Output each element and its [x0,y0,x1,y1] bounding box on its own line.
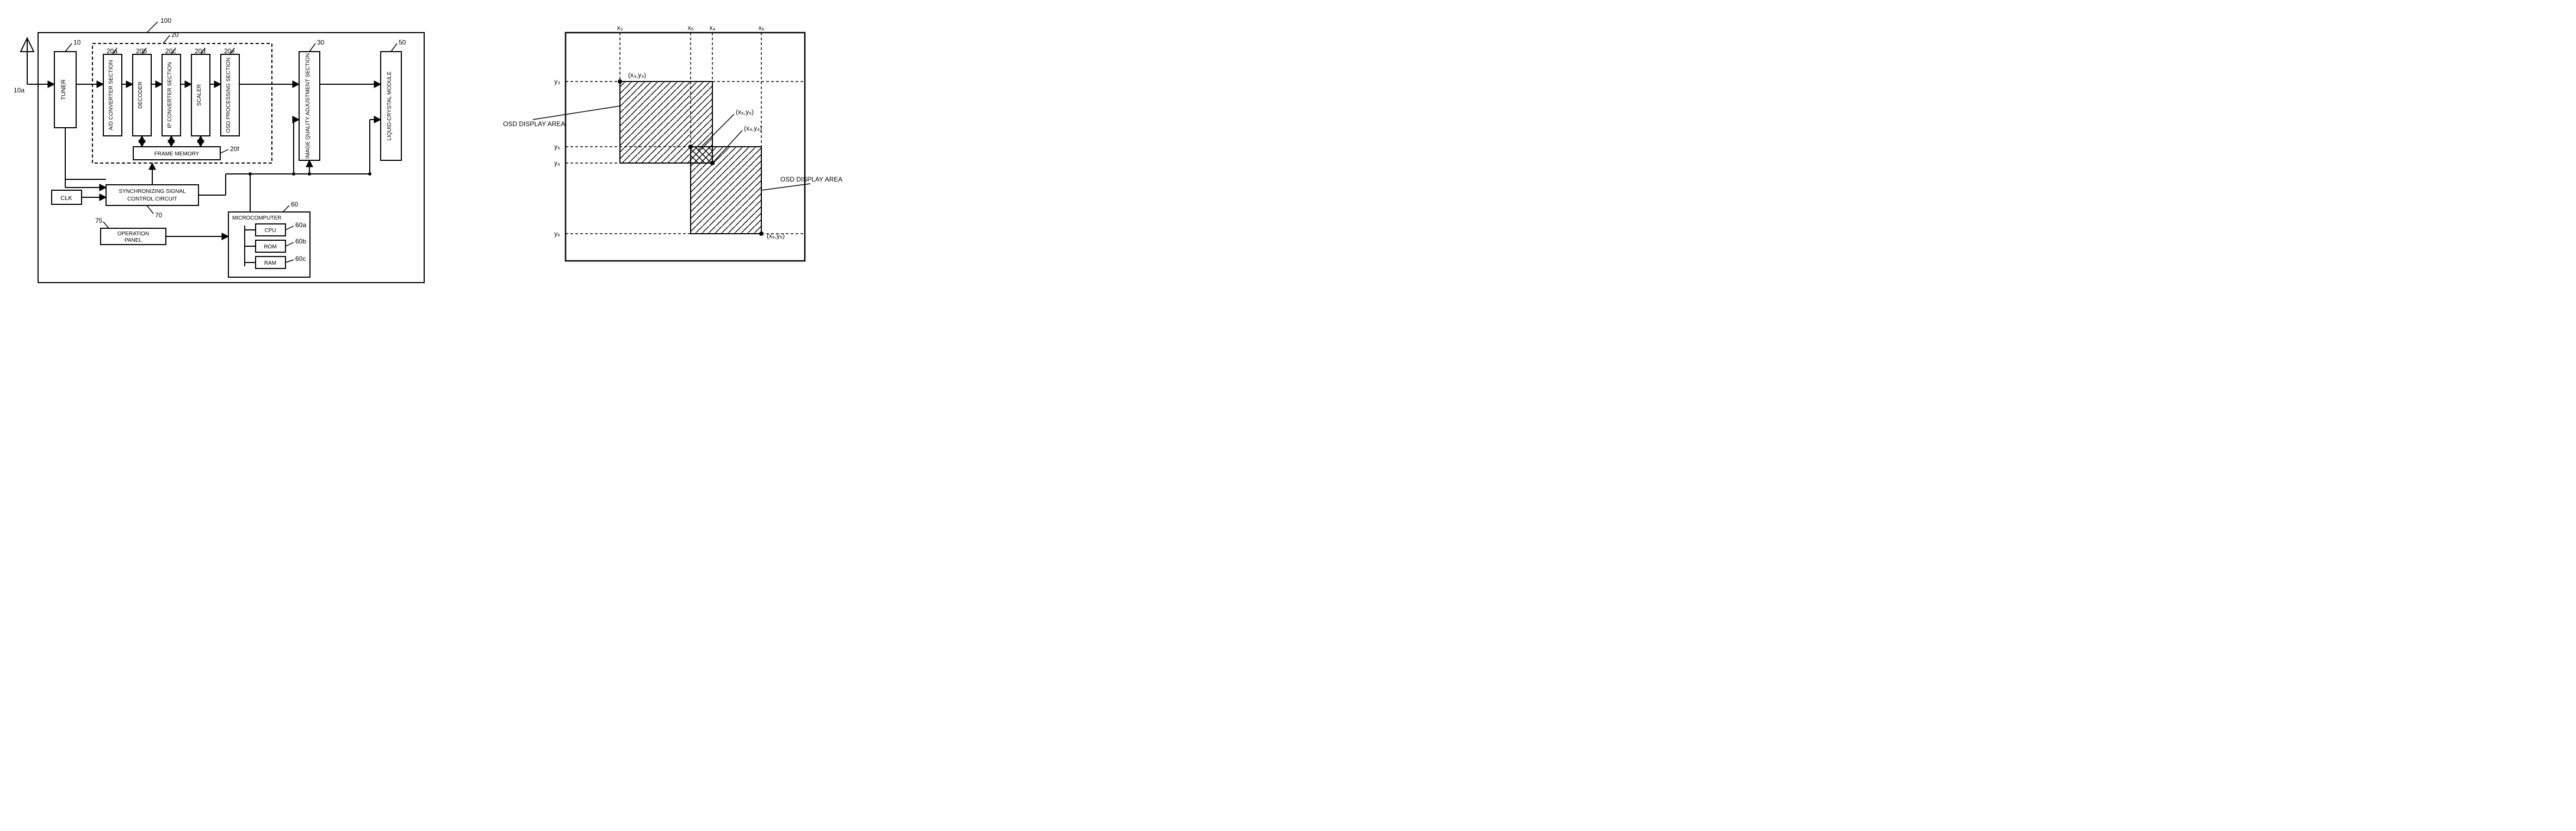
clk-label: CLK [60,195,72,202]
p4-label: (x₄,y₄) [744,124,762,132]
ref-cpu: 60a [295,221,306,229]
ref-tuner: 10 [73,39,81,46]
op-label-1: OPERATION [117,231,149,237]
ref-rom: 60b [295,238,306,245]
ref-20: 20 [171,31,179,39]
frame-label: FRAME MEMORY [154,151,200,157]
p5-label: (x₅,y₅) [736,108,754,116]
y4-label: y₄ [554,159,560,167]
ref-antenna: 10a [14,86,24,94]
osd-right-label: OSD DISPLAY AREA [780,176,842,183]
x5-label: x₅ [688,24,694,32]
ref-osd: 20e [224,47,235,55]
ad-label: A/D CONVERTER SECTION [108,60,114,130]
ram-label: RAM [264,260,276,266]
ref-ram: 60c [295,255,306,263]
x6-label: x₆ [759,24,765,32]
ref-op: 75 [95,217,103,224]
micro-label: MICROCOMPUTER [232,215,282,221]
antenna-icon [21,38,34,84]
ref-scaler: 20d [195,47,206,55]
y3-label: y₃ [554,78,560,85]
op-label-2: PANEL [125,238,142,243]
ip-label: IP CONVERTER SECTION [167,62,173,128]
y6-label: y₆ [554,230,560,238]
y5-label: y₅ [554,143,560,151]
x3-label: x₃ [617,24,623,32]
tuner-label: TUNER [60,79,67,100]
ref-micro: 60 [291,201,299,208]
ref-100: 100 [160,17,171,24]
p3-label: (x₃,y₃) [628,71,646,79]
ref-frame: 20f [230,145,239,153]
osd-diagram: x₃ x₅ x₄ x₆ y₃ y₅ y₄ y₆ (x₃,y₃) (x₅,y₅) … [500,11,848,283]
p6-label: (x₆,y₆) [767,232,785,240]
sync-label-2: CONTROL CIRCUIT [127,196,177,202]
decoder-label: DECODER [138,82,144,109]
lcd-label: LIQUID-CRYSTAL MODULE [387,71,393,140]
osd-label: OSD PROCESSING SECTION [226,58,232,133]
rom-label: ROM [264,244,276,250]
iq-label: IMAGE QUALITY ADJUSTMENT SECTION [305,53,311,159]
scaler-label: SCALER [196,84,202,106]
ref-ad: 20a [107,47,117,55]
ref-decoder: 20b [136,47,147,55]
block-diagram: 100 10a TUNER 10 20 A/D CONVERTER SECTIO… [11,11,435,293]
ref-ip: 20c [165,47,176,55]
ref-iq: 30 [317,39,325,46]
x4-label: x₄ [710,24,716,32]
osd-left-label: OSD DISPLAY AREA [503,120,565,128]
cpu-label: CPU [264,228,276,234]
sync-label-1: SYNCHRONIZING SIGNAL [119,189,186,195]
ref-lcd: 50 [399,39,406,46]
ref-sync: 70 [155,211,163,219]
